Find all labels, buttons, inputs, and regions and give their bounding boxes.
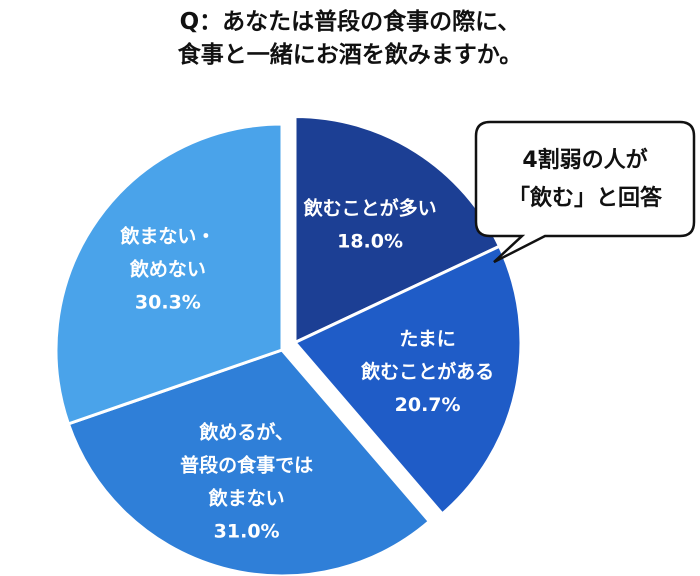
callout-bubble-shape [474,120,696,264]
pie-labels: 飲むことが多い18.0%たまに飲むことがある20.7%飲めるが、普段の食事では飲… [119,197,494,543]
slice-3-label-line-2: 普段の食事では [180,453,313,476]
slice-3-value-label: 31.0% [214,520,280,542]
slice-2-label-line-1: たまに [399,328,455,350]
pie-slice-3 [66,348,432,576]
slice-2-label-line-2: 飲むことがある [360,360,494,383]
slice-3-label-line-3: 飲まない [208,486,285,509]
callout-bubble: 4割弱の人が 「飲む」と回答 [474,120,696,264]
slice-4-label-line-1: 飲まない・ [119,225,215,248]
callout-line-2: 「飲む」と回答 [508,185,663,211]
chart-title: Q：あなたは普段の食事の際に、 食事と一緒にお酒を飲みますか。 [0,6,700,72]
pie-slices [54,114,523,576]
slice-3-label-line-1: 飲めるが、 [198,420,294,443]
chart-title-line-2: 食事と一緒にお酒を飲みますか。 [177,42,523,68]
pie-slice-4 [54,122,284,426]
slice-4-label-line-2: 飲めない [129,258,206,281]
callout-line-1: 4割弱の人が [522,147,647,173]
chart-title-line-1: Q：あなたは普段の食事の際に、 [179,9,521,35]
slice-1-label-line-1: 飲むことが多い [303,197,437,220]
pie-slice-2 [292,244,523,517]
slice-4-value-label: 30.3% [135,292,201,314]
slice-2-value-label: 20.7% [395,394,461,416]
slice-1-value-label: 18.0% [337,231,403,253]
